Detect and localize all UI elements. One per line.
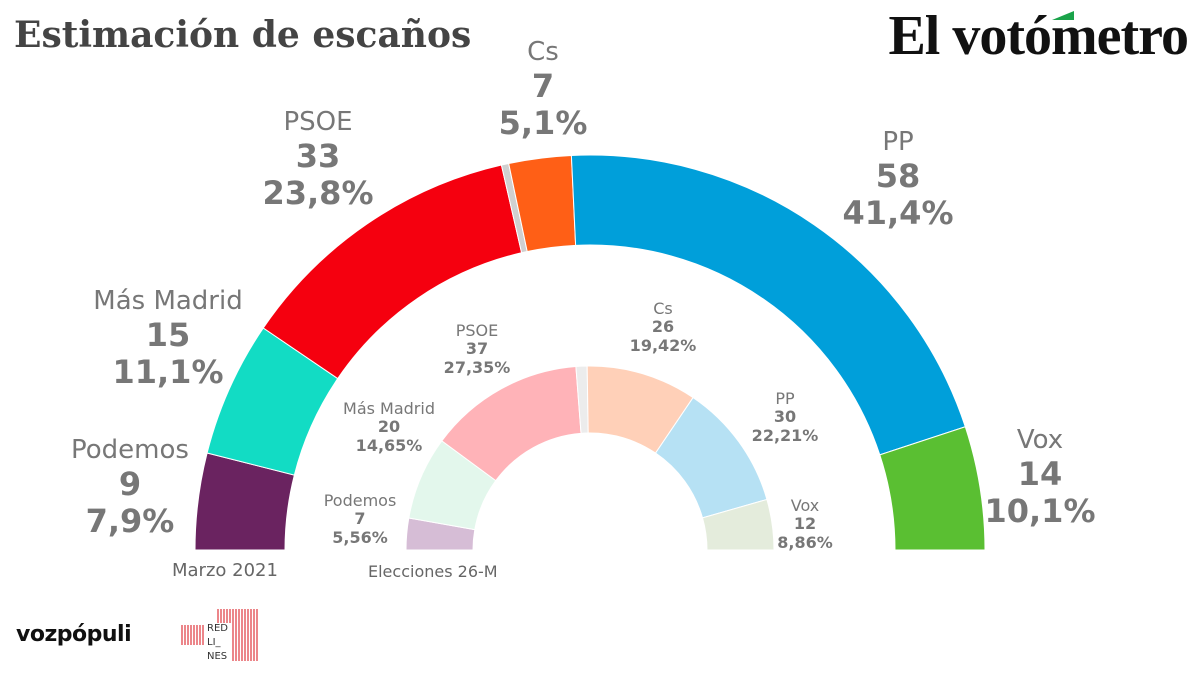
outer-chart-caption: Marzo 2021	[172, 560, 278, 581]
brand-logo: El votómetro	[888, 5, 1189, 67]
outer-segment-pp	[570, 154, 966, 456]
page-title: Estimación de escaños	[14, 14, 472, 56]
label-inner-pp: PP 30 22,21%	[751, 389, 819, 445]
label-podemos: Podemos 9 7,9%	[71, 435, 189, 540]
label-inner-psoe: PSOE 37 27,35%	[443, 321, 511, 377]
label-inner-mas-madrid: Más Madrid 20 14,65%	[343, 399, 435, 455]
outer-segment-vox	[879, 426, 986, 551]
accent-mark	[1052, 11, 1075, 20]
label-psoe: PSOE 33 23,8%	[262, 107, 374, 212]
label-cs: Cs 7 5,1%	[498, 37, 588, 142]
svg-text:LI_: LI_	[207, 637, 222, 648]
svg-text:NES: NES	[207, 651, 227, 662]
label-vox: Vox 14 10,1%	[984, 425, 1096, 530]
vozpopuli-logo: vozpópuli	[16, 622, 132, 647]
label-pp: PP 58 41,4%	[842, 127, 954, 232]
label-inner-podemos: Podemos 7 5,56%	[323, 491, 397, 547]
label-inner-cs: Cs 26 19,42%	[629, 299, 697, 355]
inner-segment-vox	[701, 498, 775, 551]
label-mas-madrid: Más Madrid 15 11,1%	[93, 286, 243, 391]
svg-text:RED: RED	[207, 623, 228, 634]
redlines-logo: RED LI_ NES	[181, 609, 258, 662]
inner-chart-caption: Elecciones 26-M	[368, 562, 498, 581]
label-inner-vox: Vox 12 8,86%	[777, 496, 833, 552]
